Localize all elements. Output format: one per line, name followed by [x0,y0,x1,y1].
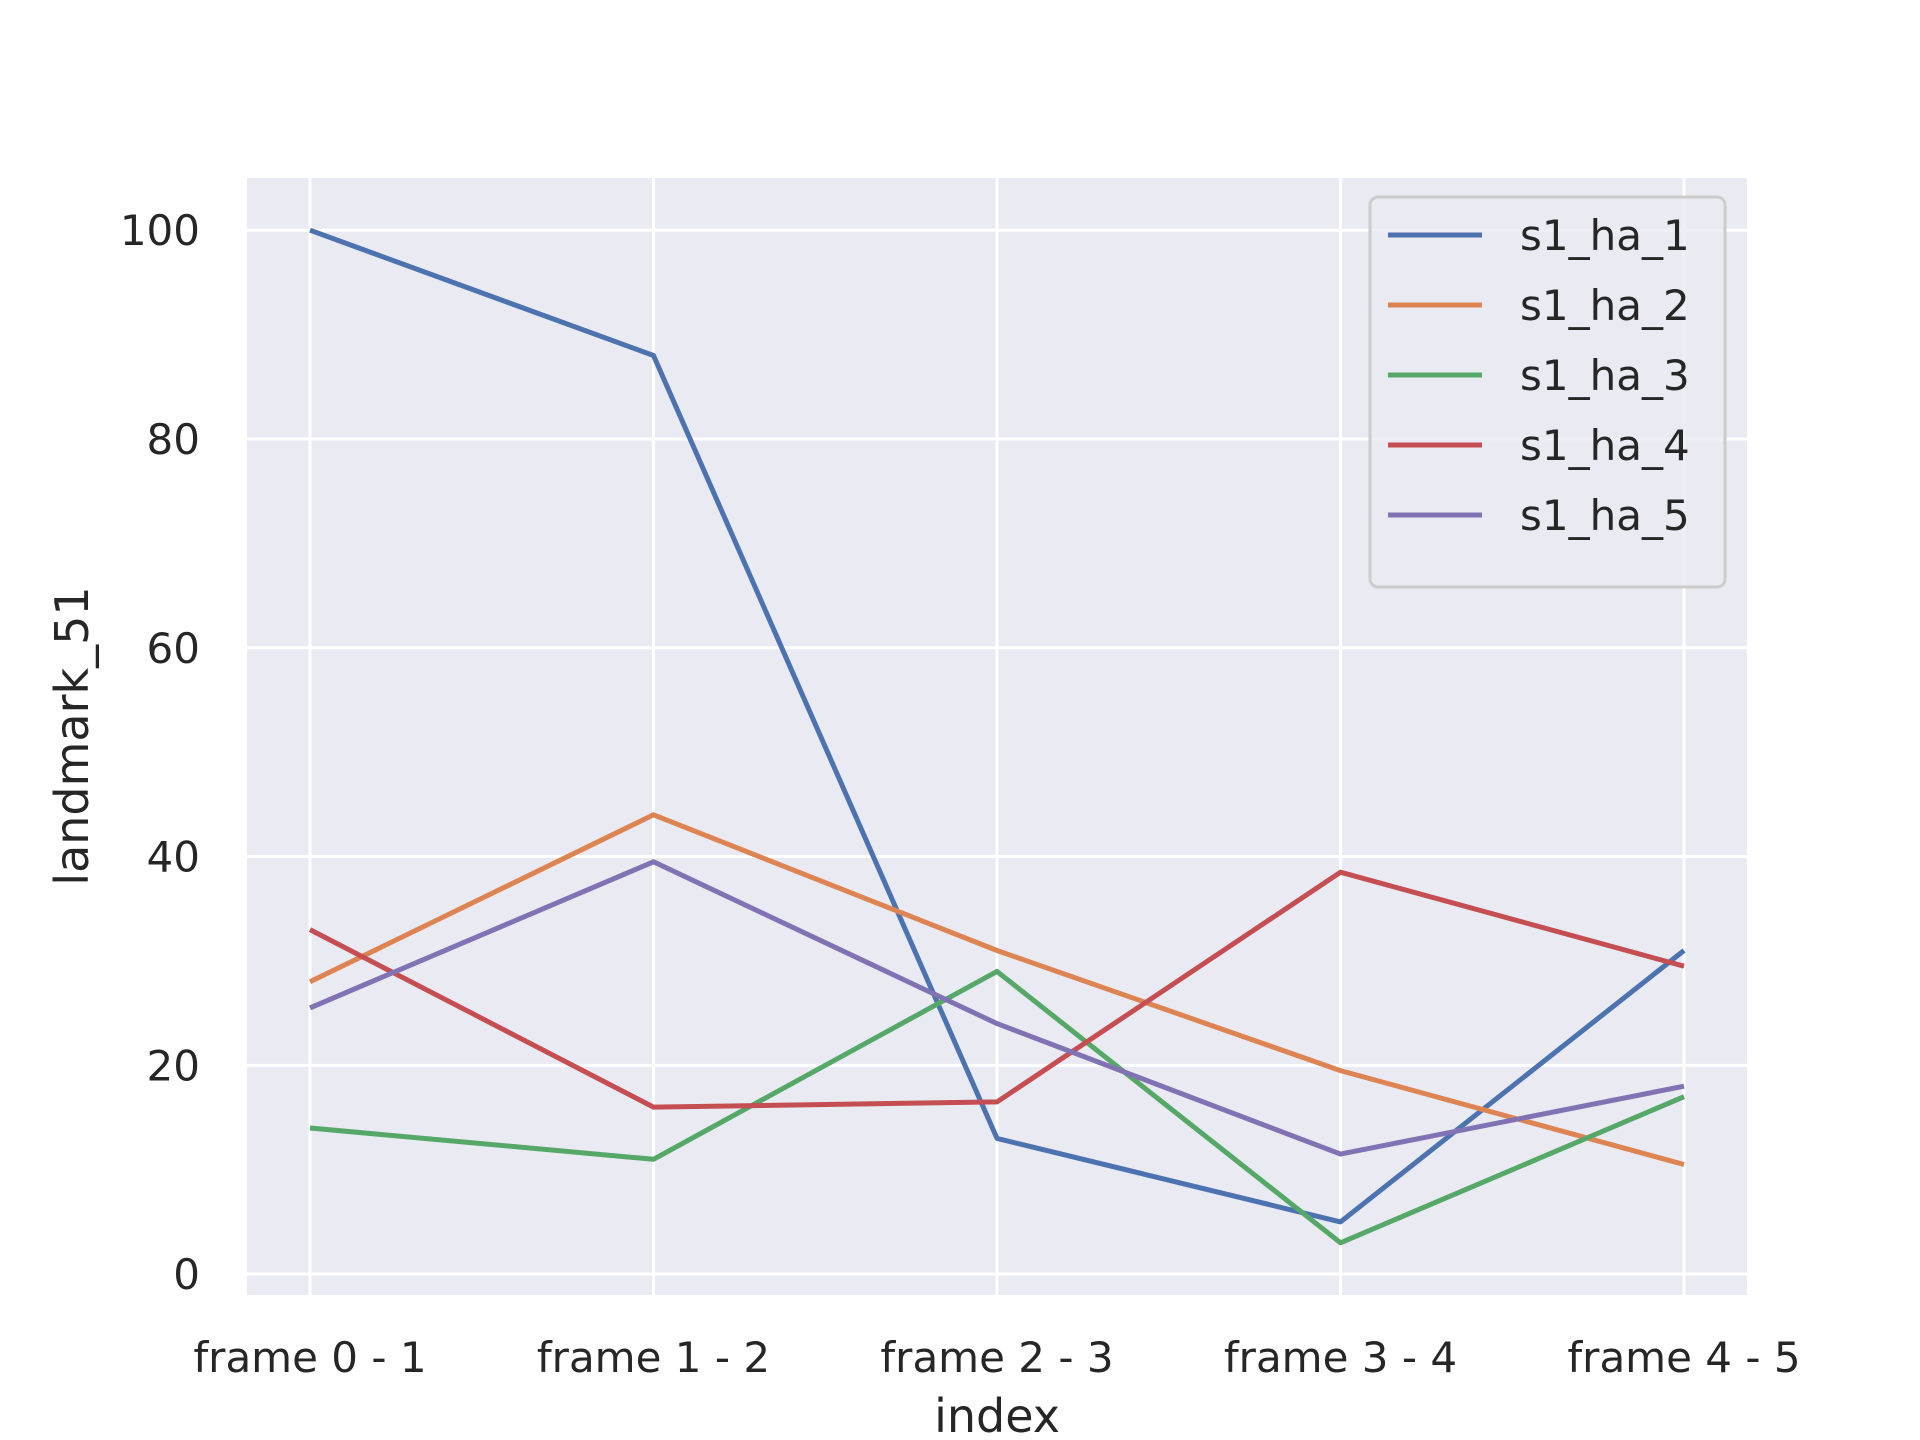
series-line-5 [309,859,1685,1157]
x-tick-label: frame 4 - 5 [1567,1333,1800,1382]
series-line-3 [309,968,1685,1246]
legend-label: s1_ha_1 [1520,211,1690,260]
x-tick-label: frame 0 - 1 [193,1333,426,1382]
y-tick-label: 80 [147,415,200,464]
legend-label: s1_ha_4 [1520,421,1690,470]
legend: s1_ha_1 s1_ha_2 s1_ha_3 s1_ha_4 s1_ha_5 [1368,195,1727,589]
y-axis-label: landmark_51 [45,586,99,885]
x-tick-label: frame 3 - 4 [1224,1333,1457,1382]
y-tick-label: 40 [147,833,200,882]
y-tick-label: 20 [147,1041,200,1090]
series-line-4 [308,869,1685,1110]
x-tick-labels: frame 0 - 1 frame 1 - 2 frame 2 - 3 frame 3… [193,1333,1800,1382]
y-tick-labels: 0 20 40 60 80 100 [120,206,200,1299]
y-tick-label: 0 [173,1250,200,1299]
legend-box [1368,195,1727,589]
x-axis-label: index [934,1389,1060,1440]
legend-label: s1_ha_5 [1520,491,1690,540]
y-tick-label: 100 [120,206,200,255]
legend-label: s1_ha_2 [1520,281,1690,330]
x-tick-label: frame 1 - 2 [537,1333,770,1382]
legend-label: s1_ha_3 [1520,351,1690,400]
series-lines [308,227,1686,1246]
x-tick-label: frame 2 - 3 [880,1333,1113,1382]
y-tick-label: 60 [147,624,200,673]
series-line-2 [308,812,1685,1167]
